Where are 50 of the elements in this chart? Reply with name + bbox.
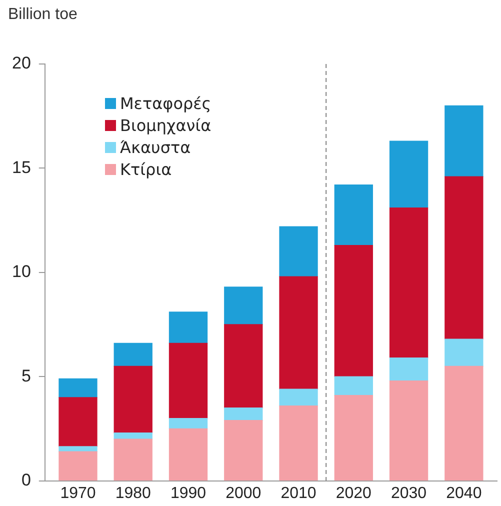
- legend-label: Μεταφορές: [119, 92, 212, 114]
- x-tick-label: 2040: [446, 484, 482, 502]
- bar: [168, 428, 208, 481]
- y-tick-label: 20: [12, 54, 31, 73]
- x-tick-label: 1970: [60, 484, 96, 502]
- bar: [389, 380, 428, 481]
- bar: [58, 451, 98, 481]
- legend-label: Κτίρια: [119, 158, 173, 180]
- legend-label: Άκαυστα: [119, 136, 192, 158]
- x-tick-label: 1980: [115, 484, 152, 502]
- bar: [444, 366, 484, 481]
- bar: [224, 420, 263, 481]
- y-tick-label: 0: [21, 470, 31, 490]
- bar: [389, 358, 428, 382]
- bar: [114, 438, 152, 481]
- x-tick-label: 2010: [280, 484, 316, 502]
- bar: [389, 140, 428, 208]
- bar: [334, 376, 373, 396]
- bar: [444, 105, 484, 177]
- bar: [114, 342, 152, 367]
- y-tick-label: 5: [21, 366, 31, 386]
- bar: [444, 176, 484, 340]
- bar: [334, 184, 373, 246]
- bar: [58, 397, 98, 447]
- bar: [224, 408, 263, 421]
- bar: [279, 226, 318, 277]
- y-axis-title: Billion toe: [8, 6, 78, 24]
- y-tick-label: 15: [12, 158, 31, 177]
- x-tick-label: 2000: [226, 484, 262, 502]
- bar: [334, 395, 373, 481]
- bar: [279, 388, 318, 406]
- bar: [224, 324, 263, 408]
- bar: [114, 432, 152, 440]
- bar: [444, 338, 484, 367]
- legend-label: Βιομηχανία: [119, 114, 212, 136]
- bar: [58, 446, 98, 452]
- bar: [224, 286, 263, 325]
- y-tick-label: 10: [12, 262, 31, 282]
- bar: [168, 418, 208, 430]
- x-tick-label: 2020: [336, 484, 372, 502]
- x-tick-label: 1990: [170, 484, 206, 502]
- bar: [168, 342, 208, 419]
- bar: [334, 244, 373, 377]
- bar: [168, 312, 208, 344]
- bar: [58, 378, 98, 398]
- bar: [389, 207, 428, 358]
- bar: [279, 276, 318, 390]
- bar: [279, 405, 318, 481]
- bar: [114, 366, 152, 434]
- x-tick-label: 2030: [390, 484, 427, 502]
